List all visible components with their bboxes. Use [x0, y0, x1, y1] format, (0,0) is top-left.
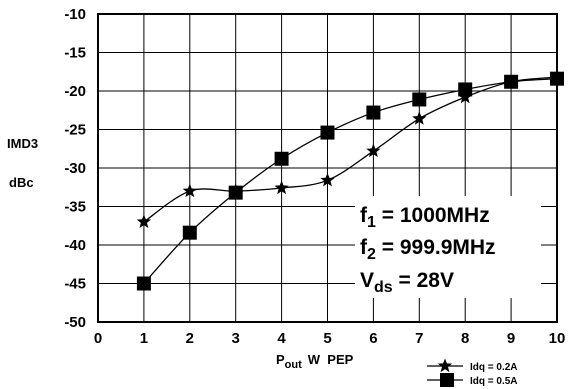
x-axis-label-main: P [276, 352, 285, 367]
annotation-f1: f1 = 1000MHz [360, 204, 490, 231]
series-1-point-5 [320, 125, 335, 140]
series-1-point-9 [504, 74, 519, 89]
annotation-vds-rest: = 28V [393, 269, 454, 292]
series-0-point-4 [274, 180, 289, 195]
series-0-point-1 [136, 214, 152, 228]
annotation-f2-rest: = 999.9MHz [376, 236, 496, 259]
series-1-point-8 [458, 82, 473, 97]
legend-label-0: Idq = 0.2A [470, 362, 518, 373]
series-line-0 [143, 76, 558, 223]
y-tick-label: -15 [64, 45, 86, 62]
annotation-f2-sub: 2 [367, 246, 376, 263]
annotation-f1-main: f [360, 204, 368, 227]
x-tick-label: 2 [186, 330, 194, 347]
y-tick-label: -20 [64, 83, 86, 100]
series-1-point-1 [136, 276, 151, 291]
annotation-vds-main: V [360, 269, 374, 292]
x-tick-label: 4 [277, 330, 286, 347]
y-tick-label: -45 [64, 276, 86, 293]
x-tick-label: 8 [461, 330, 469, 347]
annotation-box [355, 196, 541, 298]
legend: Idq = 0.2A Idq = 0.5A [427, 358, 518, 387]
series-1-point-10 [550, 71, 564, 86]
legend-label-1: Idq = 0.5A [470, 376, 518, 387]
series-0-point-2 [182, 183, 197, 198]
legend-square-icon [440, 373, 454, 387]
y-axis-label-line2: dBc [9, 175, 34, 190]
x-axis-label-rest: W PEP [308, 352, 354, 367]
y-tick-label: -35 [64, 199, 86, 216]
annotation-vds: Vds = 28V [360, 269, 454, 296]
x-tick-labels: 0 1 2 3 4 5 6 7 8 9 10 [94, 330, 566, 347]
series-1-point-4 [274, 151, 289, 166]
series-layer [136, 69, 565, 291]
series-1-point-2 [182, 225, 197, 240]
annotation-vds-sub: ds [374, 279, 393, 296]
legend-star-icon [437, 358, 453, 373]
series-1-point-6 [366, 105, 381, 120]
series-0-point-6 [366, 143, 381, 158]
x-tick-label: 1 [140, 330, 148, 347]
x-tick-label: 6 [369, 330, 377, 347]
x-tick-label: 5 [323, 330, 331, 347]
x-tick-label: 3 [232, 330, 240, 347]
x-tick-label: 7 [415, 330, 423, 347]
series-0-point-5 [320, 172, 335, 187]
annotation-f2-main: f [360, 236, 368, 259]
y-axis-label-line1: IMD3 [7, 136, 38, 151]
annotation-f1-sub: 1 [367, 214, 376, 231]
x-tick-label: 9 [507, 330, 515, 347]
x-axis-label: Pout W PEP [276, 352, 354, 371]
annotation-f2: f2 = 999.9MHz [360, 236, 496, 263]
y-tick-label: -10 [64, 6, 86, 23]
y-tick-label: -30 [64, 160, 86, 177]
plot-frame [97, 13, 558, 323]
x-axis-label-sub: out [285, 359, 302, 371]
y-tick-labels: -50 -45 -40 -35 -30 -25 -20 -15 -10 [64, 6, 86, 331]
series-1-point-3 [228, 185, 243, 200]
series-0-point-7 [412, 111, 427, 125]
y-tick-label: -25 [64, 122, 86, 139]
x-tick-label: 10 [549, 330, 566, 347]
series-line-1 [143, 78, 558, 284]
series-1-point-7 [412, 92, 427, 107]
annotation-f1-rest: = 1000MHz [376, 204, 490, 227]
x-tick-label: 0 [94, 330, 102, 347]
y-tick-label: -40 [64, 237, 86, 254]
y-tick-label: -50 [64, 314, 86, 331]
